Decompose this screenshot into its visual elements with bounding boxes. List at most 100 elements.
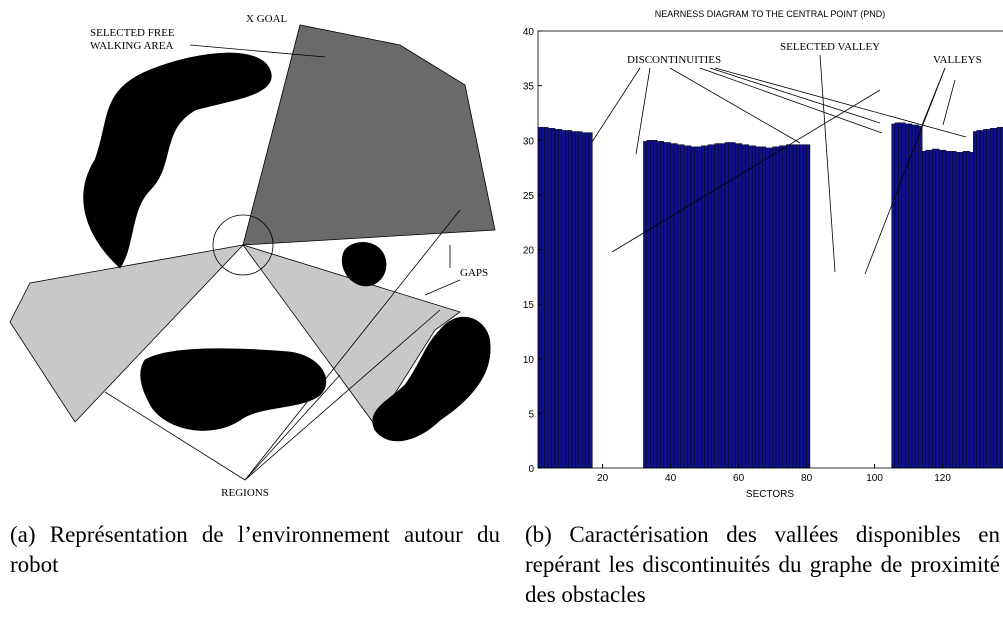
bar	[718, 143, 722, 469]
bar	[558, 129, 563, 469]
bar	[585, 132, 590, 469]
bar	[956, 152, 960, 469]
bar	[952, 150, 957, 469]
annotation-arrow	[709, 67, 881, 124]
bar	[571, 131, 576, 469]
annotation-arrow	[669, 67, 801, 144]
label: WALKING AREA	[90, 40, 173, 52]
x-tick-label: 80	[801, 473, 813, 484]
bar	[779, 145, 784, 469]
bar	[796, 144, 801, 469]
annotation-arrow	[699, 67, 883, 134]
label: GAPS	[460, 267, 488, 279]
region	[241, 244, 461, 426]
annotation-arrow	[942, 79, 956, 126]
bar	[806, 144, 811, 469]
y-tick-label: 35	[523, 82, 535, 93]
obstacle	[83, 52, 272, 269]
x-tick-label: 40	[665, 473, 677, 484]
bar	[976, 130, 981, 469]
bar	[803, 144, 807, 469]
bar	[711, 144, 716, 469]
bar	[687, 145, 692, 469]
bar	[755, 146, 760, 469]
annotation-arrow	[864, 67, 946, 275]
bar	[898, 122, 903, 469]
chart: NEARNESS DIAGRAM TO THE CENTRAL POINT (P…	[523, 9, 1003, 500]
bar	[915, 124, 920, 469]
bar	[565, 130, 569, 469]
bar	[544, 126, 549, 469]
y-tick-label: 20	[523, 246, 535, 257]
bar	[670, 143, 675, 469]
bar	[738, 143, 743, 469]
bar	[911, 124, 916, 469]
bar	[677, 144, 682, 469]
bar	[769, 147, 773, 469]
pointer	[244, 209, 461, 481]
y-tick-label: 5	[528, 409, 534, 420]
bar	[735, 143, 739, 469]
bar	[575, 131, 580, 469]
bar	[979, 130, 984, 469]
obstacle	[140, 348, 327, 431]
bar	[775, 146, 780, 469]
bar	[993, 128, 998, 469]
annotation-arrow	[611, 89, 881, 253]
annotation: SELECTED VALLEY	[780, 41, 880, 53]
bar	[762, 146, 767, 469]
bar	[945, 150, 950, 469]
bar	[690, 146, 695, 469]
bar	[752, 145, 756, 469]
bar	[701, 145, 705, 469]
bar	[894, 122, 899, 469]
bar	[928, 149, 933, 469]
bar	[650, 140, 654, 469]
y-tick-label: 25	[523, 191, 535, 202]
bar	[582, 132, 586, 469]
bar	[786, 144, 790, 469]
y-tick-label: 40	[523, 27, 535, 38]
y-tick-label: 10	[523, 355, 535, 366]
pointer	[189, 44, 326, 58]
bar	[969, 152, 974, 469]
bar	[697, 146, 702, 469]
bar	[643, 141, 648, 469]
bar	[966, 150, 971, 469]
annotation: VALLEYS	[933, 54, 982, 66]
pointer	[244, 374, 341, 481]
annotation-arrow	[635, 67, 651, 155]
bar	[568, 130, 573, 469]
bar	[667, 142, 671, 469]
bar	[973, 131, 977, 469]
bar	[588, 132, 593, 469]
bar	[646, 140, 651, 469]
figure: SELECTED FREE WALKING AREA X GOAL GAPS R…	[9, 9, 1003, 500]
bar	[932, 148, 937, 469]
bar	[680, 144, 685, 469]
annotation-arrow	[819, 54, 836, 273]
bar	[986, 129, 991, 469]
bar	[949, 150, 954, 469]
bar	[782, 145, 787, 469]
bar	[772, 146, 777, 469]
robot-circle	[212, 214, 274, 276]
bar	[684, 145, 688, 469]
caption: (a) Représentation de l’environnement au…	[10, 522, 500, 577]
bar	[561, 130, 566, 469]
annotation-arrow	[591, 67, 641, 143]
obstacle	[372, 316, 491, 442]
bar	[741, 144, 746, 469]
bar	[653, 140, 658, 469]
chart-title: NEARNESS DIAGRAM TO THE CENTRAL POINT (P…	[655, 9, 886, 19]
bar	[758, 146, 763, 469]
bar	[541, 126, 546, 469]
bar	[731, 142, 736, 469]
annotation: DISCONTINUITIES	[627, 54, 721, 66]
bar	[554, 129, 559, 469]
label: X GOAL	[246, 13, 288, 25]
x-tick-label: 20	[597, 473, 609, 484]
bar	[663, 142, 668, 469]
annotation-arrow	[714, 67, 967, 138]
bar	[728, 142, 733, 469]
